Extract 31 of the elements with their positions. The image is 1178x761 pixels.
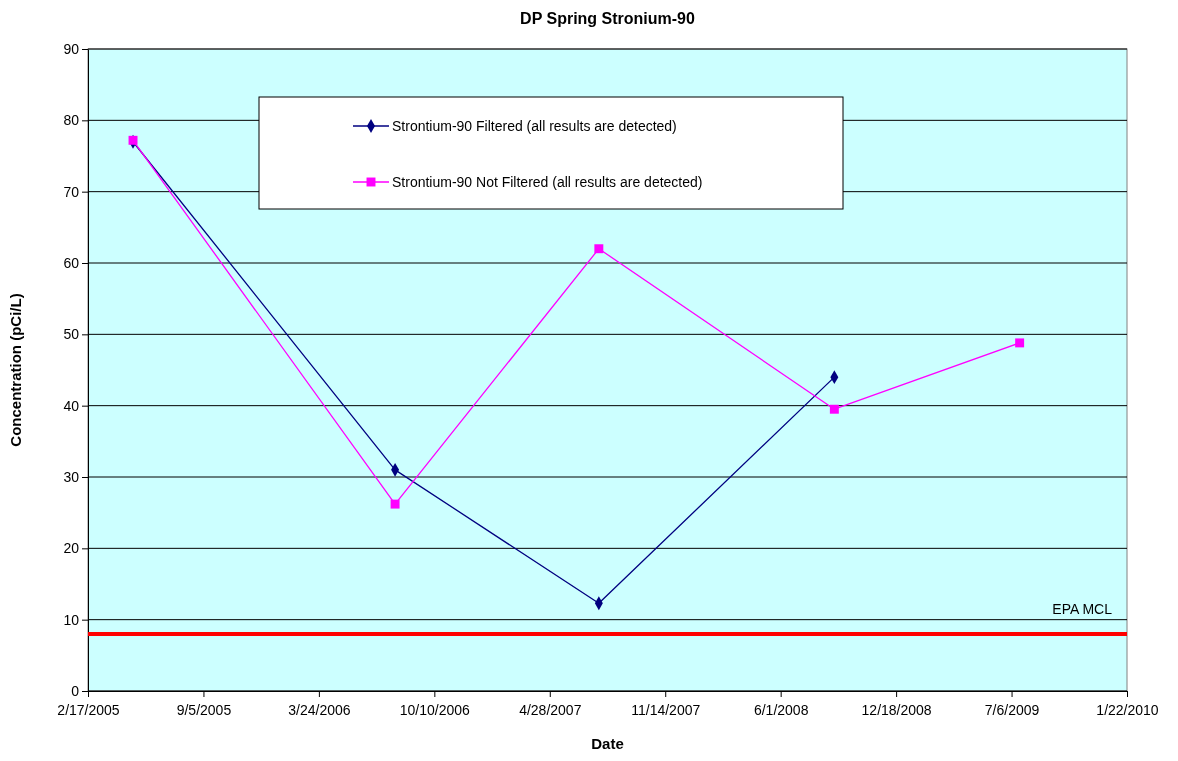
- point: [829, 404, 839, 414]
- point: [1015, 338, 1025, 348]
- x-tick-label: 9/5/2005: [176, 702, 232, 719]
- legend-label: Strontium-90 Not Filtered (all results are detected): [392, 174, 703, 190]
- x-tick-label: 7/6/2009: [984, 702, 1040, 719]
- point: [128, 135, 138, 145]
- x-tick-label: 12/18/2008: [861, 702, 932, 719]
- chart-title: DP Spring Stronium-90: [520, 10, 696, 27]
- y-tick-label: 30: [63, 468, 80, 485]
- y-tick-label: 40: [63, 397, 80, 414]
- y-tick-label: 70: [63, 183, 80, 200]
- point: [390, 499, 400, 509]
- y-tick-label: 80: [63, 112, 80, 129]
- y-tick-label: 0: [71, 682, 80, 699]
- x-axis-title: Date: [591, 735, 624, 752]
- legend-label: Strontium-90 Filtered (all results are detected): [392, 118, 677, 134]
- x-tick-label: 4/28/2007: [519, 702, 582, 719]
- ref-line-label: EPA MCL: [1052, 600, 1113, 617]
- x-tick-label: 10/10/2006: [399, 702, 471, 719]
- point: [594, 244, 604, 254]
- x-tick-label: 6/1/2008: [753, 702, 809, 719]
- y-tick-label: 90: [63, 40, 80, 57]
- x-tick-label: 2/17/2005: [57, 702, 120, 719]
- y-tick-label: 20: [63, 540, 80, 557]
- y-axis-title: Concentration (pCi/L): [7, 293, 24, 447]
- x-tick-label: 11/14/2007: [631, 702, 701, 719]
- x-tick-label: 1/22/2010: [1096, 702, 1159, 719]
- y-tick-label: 10: [63, 611, 80, 628]
- x-tick-label: 3/24/2006: [288, 702, 351, 719]
- y-tick-label: 60: [63, 254, 80, 271]
- y-tick-label: 50: [63, 326, 80, 343]
